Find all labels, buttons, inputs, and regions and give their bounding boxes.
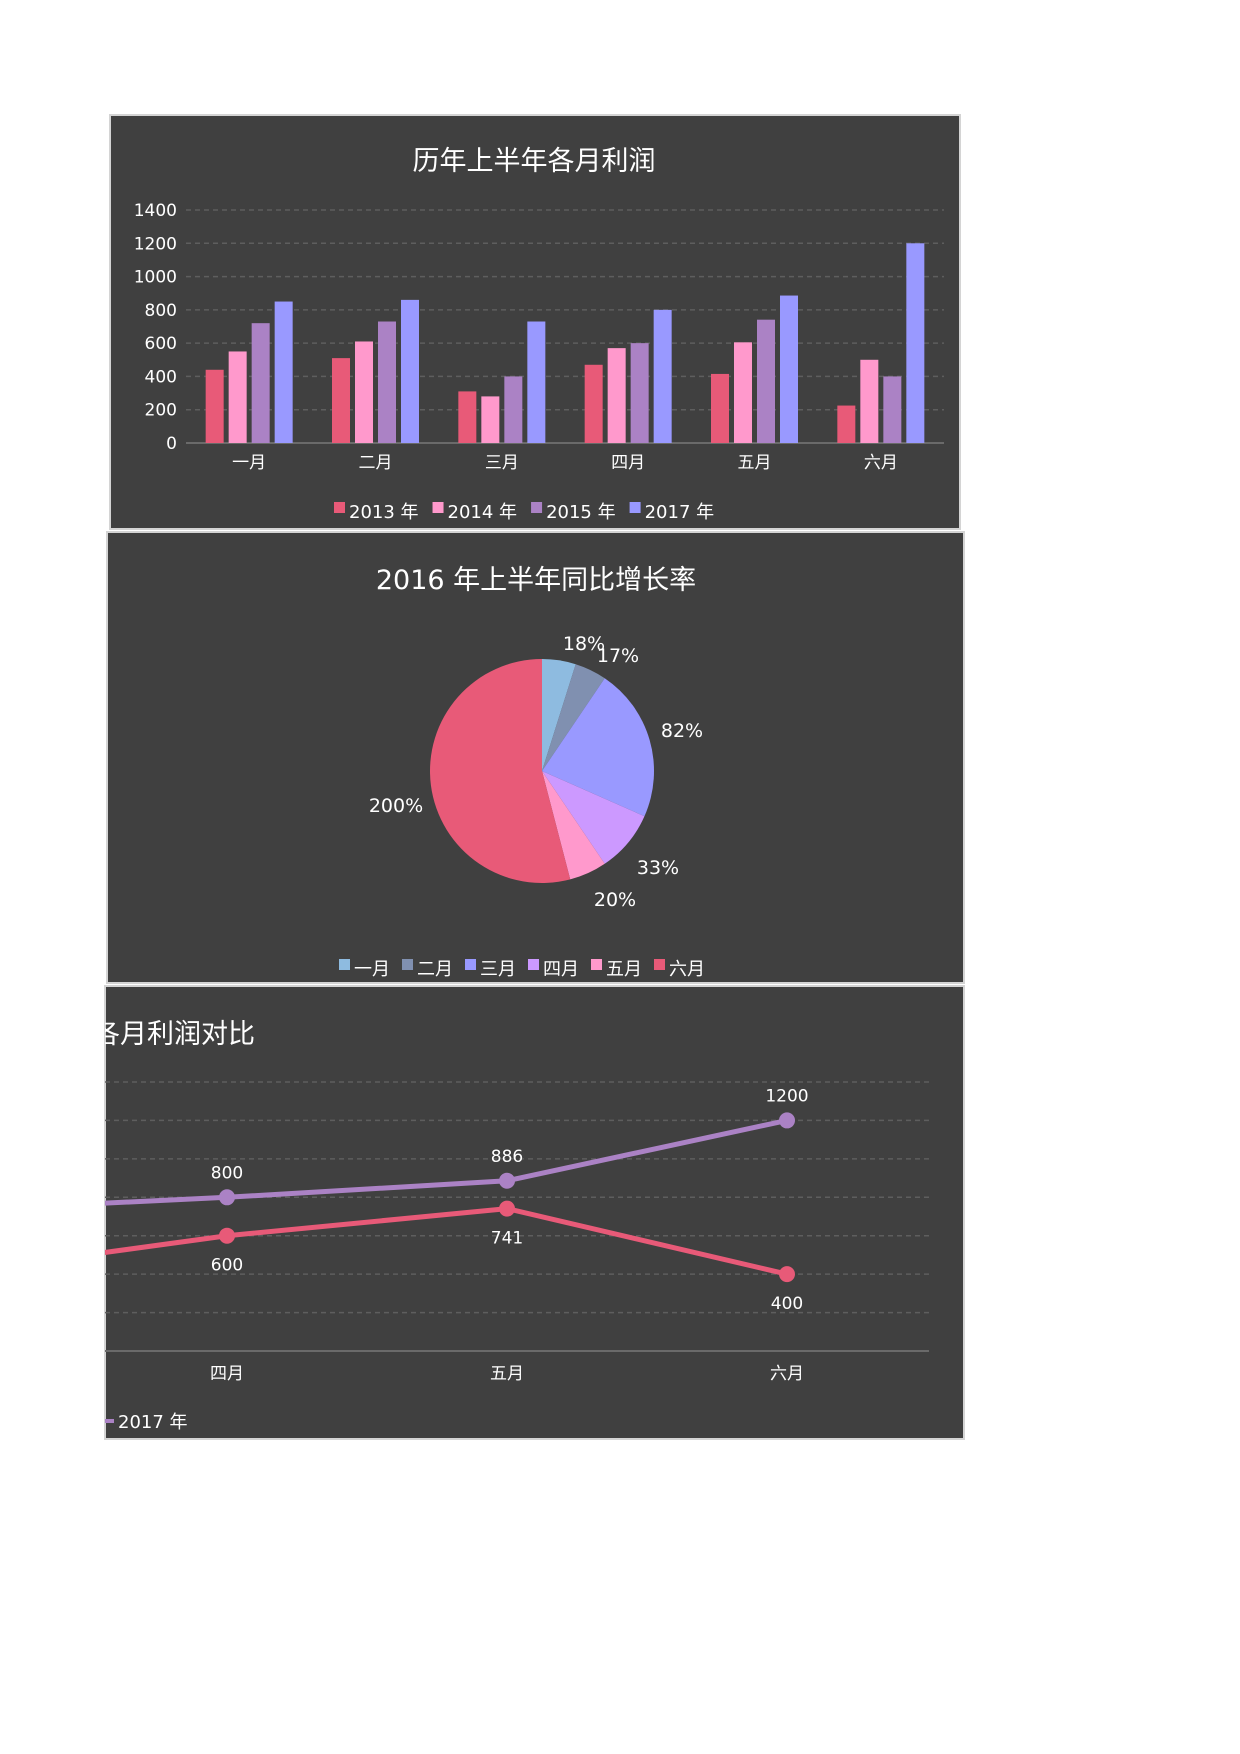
- legend-label: 六月: [669, 959, 705, 980]
- series-line: [105, 1117, 788, 1206]
- pie-data-label: 82%: [661, 720, 703, 742]
- data-point: [219, 1227, 235, 1244]
- pie-data-label: 33%: [637, 857, 679, 879]
- bar: [274, 301, 293, 443]
- pie-chart: 18%17% 82% 33%20% 200% 一月 二月 三月 四月 五月 六月: [339, 633, 705, 980]
- bar: [584, 364, 603, 443]
- bar: [607, 348, 626, 443]
- y-tick-label: 1200: [134, 234, 177, 254]
- pie-data-label: 200%: [369, 795, 423, 817]
- legend-label: 2017 年: [118, 1412, 188, 1433]
- bar: [630, 343, 649, 443]
- data-label: 886: [491, 1147, 523, 1167]
- bar: [653, 309, 672, 443]
- x-tick-label: 五月: [490, 1364, 524, 1384]
- y-tick-label: 1000: [134, 268, 177, 288]
- legend-swatch: [465, 959, 476, 970]
- pie-slice: [542, 771, 605, 880]
- data-label: 400: [771, 1294, 803, 1314]
- bar: [780, 295, 798, 443]
- bar: [504, 376, 523, 443]
- y-tick-label: 800: [145, 301, 177, 321]
- data-point: [499, 1172, 515, 1189]
- bar: [860, 359, 879, 443]
- x-tick-label: 六月: [864, 453, 898, 473]
- data-point: [219, 1189, 235, 1206]
- legend-swatch: [528, 959, 539, 970]
- bar: [378, 321, 396, 443]
- legend-swatch: [531, 502, 543, 513]
- x-tick-label: 四月: [611, 453, 645, 473]
- x-tick-label: 一月: [232, 453, 266, 473]
- line-chart: 三月四月五月六月80088612006007414002017 年: [105, 1081, 929, 1433]
- bar: [757, 319, 775, 443]
- series-line: [105, 1206, 788, 1277]
- bar: [883, 376, 902, 443]
- line-chart-title: 各月利润对比: [93, 1019, 255, 1050]
- data-point: [779, 1112, 795, 1129]
- data-label: 800: [211, 1163, 243, 1183]
- legend-swatch: [654, 959, 665, 970]
- bar: [355, 341, 373, 443]
- data-point: [499, 1200, 515, 1217]
- pie-slice: [542, 771, 645, 864]
- bar: [228, 351, 247, 443]
- data-point: [779, 1266, 795, 1283]
- pie-data-label: 17%: [597, 645, 639, 667]
- bar: [251, 323, 270, 443]
- bar: [837, 405, 856, 443]
- bar-chart: 0 200 400 600 800 1000 1200 1400 一月 二月 三月 四月 五月 六月 201…: [134, 201, 944, 523]
- x-tick-label: 五月: [738, 453, 772, 473]
- data-label: 741: [491, 1229, 523, 1249]
- data-label: 1200: [765, 1086, 808, 1106]
- legend-swatch: [629, 502, 641, 513]
- pie-data-label: 18%: [563, 633, 605, 655]
- legend-swatch: [339, 959, 350, 970]
- pie-slice: [542, 664, 605, 771]
- pie-chart-title: 2016 年上半年同比增长率: [376, 565, 696, 596]
- x-tick-label: 四月: [210, 1364, 244, 1384]
- bar: [906, 243, 925, 443]
- pie-slice: [542, 678, 655, 817]
- bar: [205, 369, 224, 443]
- bar-chart-title: 历年上半年各月利润: [413, 146, 656, 177]
- pie-slice: [430, 659, 571, 883]
- bar: [458, 391, 477, 443]
- legend-label: 2013 年: [349, 502, 419, 523]
- bar: [481, 396, 500, 443]
- pie-data-label: 20%: [594, 889, 636, 911]
- bar: [734, 342, 752, 443]
- legend-label: 2015 年: [546, 502, 616, 523]
- legend-label: 四月: [543, 959, 579, 980]
- bar: [527, 321, 546, 443]
- pie-slice: [542, 659, 576, 771]
- legend-swatch: [334, 502, 345, 513]
- legend-label: 二月: [417, 959, 453, 980]
- y-tick-label: 200: [145, 401, 177, 421]
- y-tick-label: 1400: [134, 201, 177, 221]
- x-tick-label: 二月: [359, 453, 393, 473]
- bar: [401, 299, 419, 443]
- y-tick-label: 400: [145, 367, 177, 387]
- legend-label: 2017 年: [645, 502, 715, 523]
- legend-label: 三月: [480, 959, 516, 980]
- legend-label: 五月: [606, 959, 642, 980]
- bar: [711, 373, 729, 443]
- y-tick-label: 600: [145, 334, 177, 354]
- x-tick-label: 六月: [770, 1364, 804, 1384]
- data-label: 600: [211, 1256, 243, 1276]
- y-tick-label: 0: [166, 434, 177, 454]
- x-tick-label: 三月: [485, 453, 519, 473]
- legend-label: 一月: [354, 959, 390, 980]
- legend-swatch: [432, 502, 444, 513]
- legend-swatch: [402, 959, 413, 970]
- legend-label: 2014 年: [448, 502, 518, 523]
- bar: [332, 358, 350, 443]
- legend-swatch: [591, 959, 602, 970]
